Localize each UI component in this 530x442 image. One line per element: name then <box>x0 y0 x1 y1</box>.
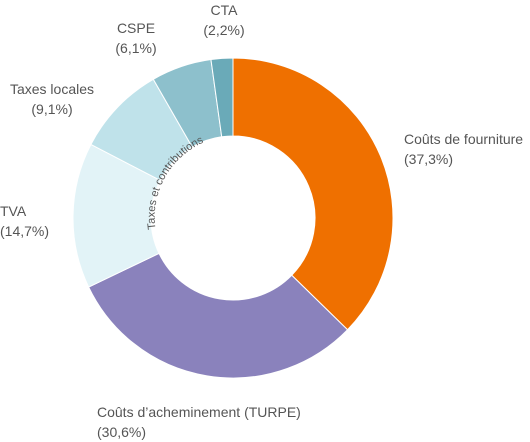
label-cspe-name: CSPE <box>116 20 156 36</box>
label-couts-fourniture: Coûts de fourniture (37,3%) <box>404 129 523 169</box>
label-taxes-locales: Taxes locales (9,1%) <box>4 79 100 119</box>
slice-cta <box>210 57 234 138</box>
label-couts-acheminement-name: Coûts d’acheminement (TURPE) <box>97 404 301 420</box>
label-couts-acheminement-value: (30,6%) <box>97 424 147 440</box>
label-cspe: CSPE (6,1%) <box>108 18 164 58</box>
label-tva: TVA (14,7%) <box>0 201 49 241</box>
label-couts-acheminement: Coûts d’acheminement (TURPE) (30,6%) <box>97 402 301 442</box>
label-cspe-value: (6,1%) <box>115 40 157 56</box>
slice-couts-fourniture <box>232 57 394 331</box>
donut-slices <box>72 57 394 379</box>
label-tva-name: TVA <box>0 203 27 219</box>
label-couts-fourniture-value: (37,3%) <box>404 151 454 167</box>
label-tva-value: (14,7%) <box>0 223 50 239</box>
label-cta: CTA (2,2%) <box>194 0 254 40</box>
label-taxes-locales-value: (9,1%) <box>31 101 73 117</box>
label-cta-value: (2,2%) <box>203 22 245 38</box>
label-couts-fourniture-name: Coûts de fourniture <box>404 131 524 147</box>
label-taxes-locales-name: Taxes locales <box>9 81 95 97</box>
label-cta-name: CTA <box>210 2 238 18</box>
slice-couts-acheminement <box>87 252 349 379</box>
